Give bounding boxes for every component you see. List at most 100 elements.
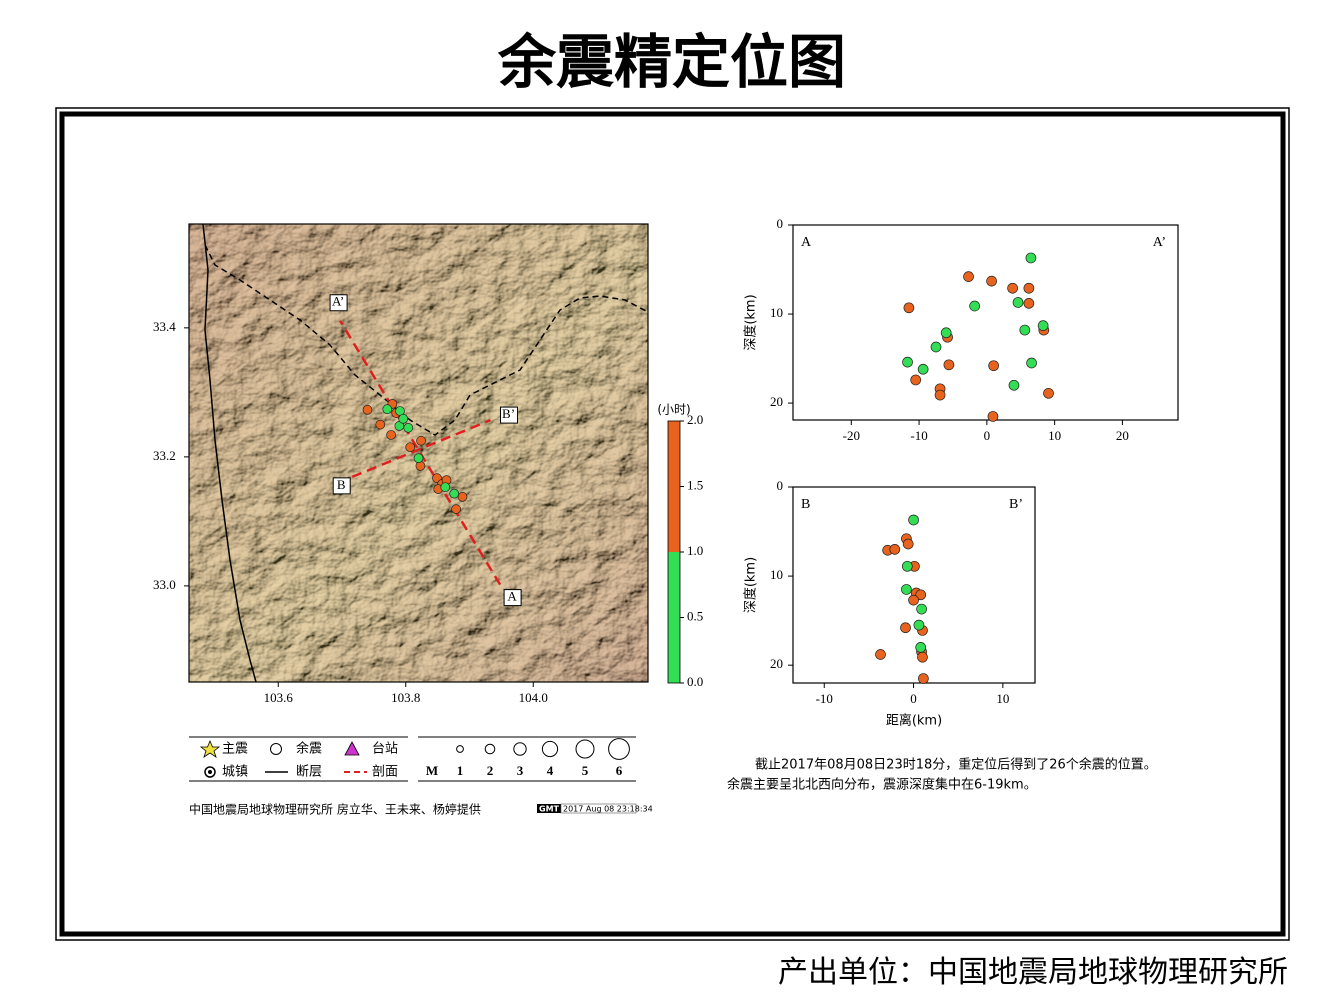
event [457,492,468,502]
magnitude-symbol [484,743,496,755]
colorbar-tick-label: 0.5 [687,608,703,623]
fault [202,224,257,682]
stamp-logo: GMT [539,805,560,814]
profile-label-box [503,589,522,607]
legend-label: 台站 [372,742,398,757]
footer: 产出单位：中国地震局地球物理研究所 [778,956,1288,989]
profile-label-box [329,294,348,312]
x-tick-label: 104.0 [519,690,548,705]
event [943,359,955,371]
profile-line [351,418,492,479]
note: 截止2017年08月08日23时18分，重定位后得到了26个余震的位置。 [755,757,1157,773]
profile-label: B’ [502,406,515,421]
event [908,514,919,526]
profile-label-box [500,406,519,424]
y-tick-label: 33.4 [153,319,176,334]
event [963,271,974,282]
magnitude-label: M [426,763,438,778]
event [987,411,999,422]
event [451,504,461,514]
event [917,651,928,663]
stamp-box [560,803,637,814]
event [416,435,426,446]
event [915,642,927,653]
event [900,622,911,634]
plot-area [793,225,1178,420]
x-tick-label: -20 [843,428,860,443]
x-axis-label: 距离(km) [886,713,942,729]
y-axis-label: 深度(km) [743,557,759,613]
event [910,374,922,386]
legend-label: 主震 [222,742,248,757]
y-tick-label: 10 [770,305,783,320]
event [375,419,386,430]
colorbar-tick-label: 2.0 [687,412,703,427]
legend: 主震 余震 台站 城镇 断层 剖面 M [189,736,636,782]
event [875,649,886,660]
station-symbol [344,741,360,756]
profile-label: A’ [332,294,344,309]
event [901,584,912,595]
legend-label: 断层 [296,765,322,780]
note: 余震主要呈北北西向分布，震源深度集中在6-19km。 [727,777,1037,793]
event [988,360,999,372]
x-tick-label: 10 [1048,428,1061,443]
event [386,430,396,440]
y-tick-label: 0 [777,216,784,231]
event [403,422,414,433]
corner-label: B [801,497,810,512]
event [440,482,451,493]
y-axis-label: 深度(km) [743,294,759,350]
colorbar-band [668,552,680,683]
y-tick-label: 33.2 [153,448,176,463]
event [413,453,424,464]
event [405,442,416,453]
profile-line [339,320,502,586]
colorbar-tick-label: 1.0 [687,543,703,558]
event [1023,282,1035,294]
event [1026,357,1037,369]
event [1008,379,1020,391]
event [986,275,997,287]
outer-frame [55,107,1290,941]
x-tick-label: 103.8 [391,690,420,705]
plot-frame [792,224,1179,421]
event [1012,297,1024,308]
event [940,327,952,339]
event [449,488,460,499]
event [1025,252,1037,264]
magnitude-value: 4 [547,763,554,778]
event [1043,387,1054,399]
stamp-time: 2017 Aug 08 23:18:34 [563,805,653,814]
boundary [204,244,648,436]
event [916,603,927,615]
corner-label: A’ [1153,235,1166,250]
event [908,594,919,606]
magnitude-value: 6 [616,763,623,778]
event [1019,324,1031,336]
legend-label: 剖面 [372,765,398,780]
event [362,404,373,415]
event [1007,282,1018,294]
x-tick-label: 20 [1116,428,1129,443]
x-tick-label: 0 [910,691,917,706]
event [902,356,913,368]
town-symbol [204,766,216,778]
event [969,300,981,312]
event [903,302,915,314]
magnitude-value: 2 [487,763,494,778]
x-tick-label: 0 [984,428,991,443]
stamp-logo-box [537,804,561,813]
x-tick-label: 10 [996,691,1009,706]
magnitude-symbol [541,740,559,758]
magnitude-value: 1 [457,763,464,778]
event [398,413,409,424]
event [930,341,942,353]
colorbar-tick-label: 0.0 [687,674,703,689]
profile-label: B [337,477,346,492]
x-tick-label: 103.6 [264,690,294,705]
x-tick-label: -10 [816,691,833,706]
magnitude-symbol [608,738,630,760]
